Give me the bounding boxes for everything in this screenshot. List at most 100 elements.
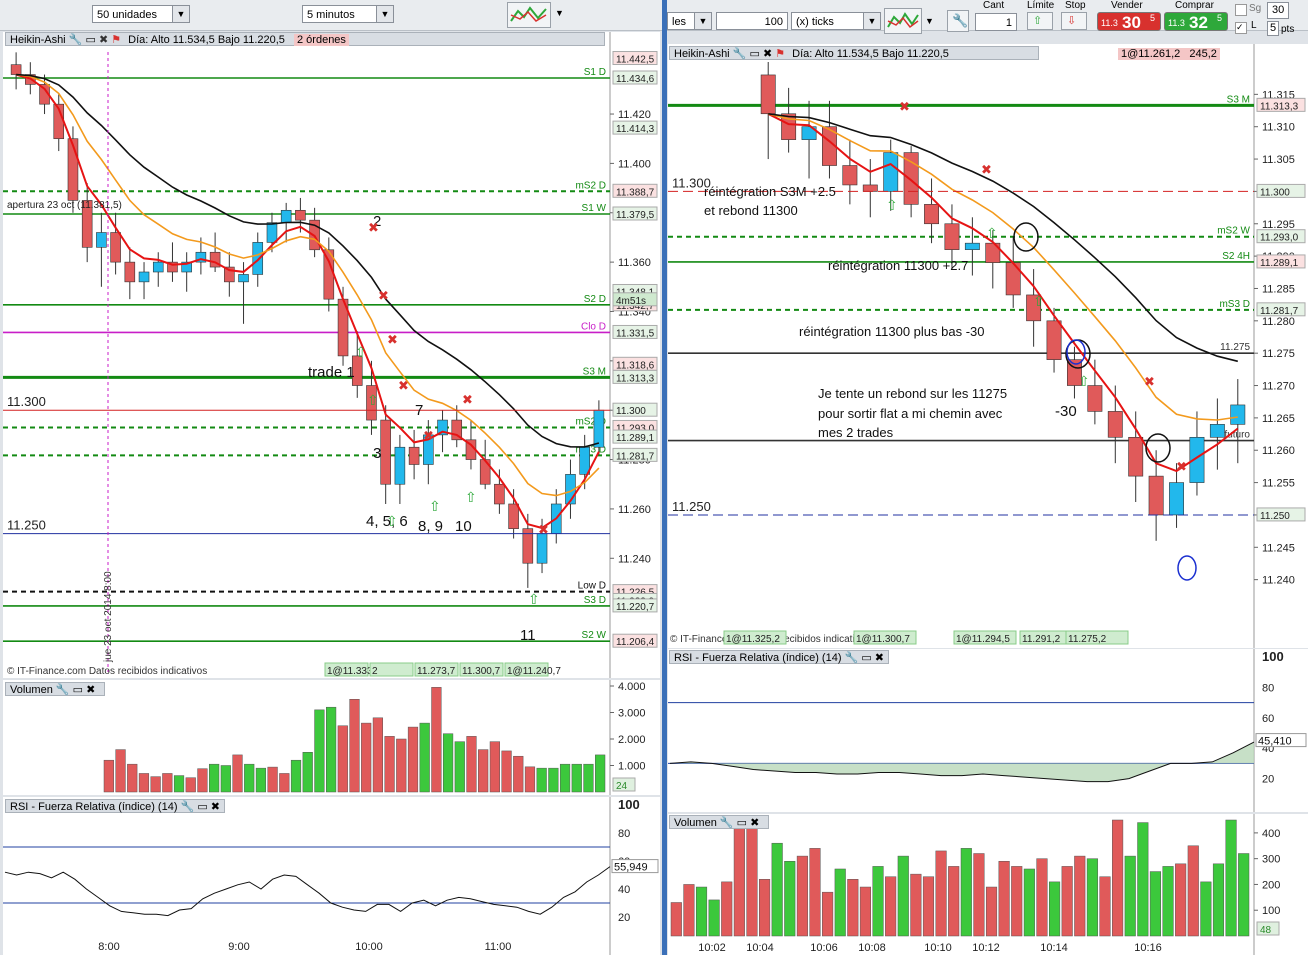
window-icon[interactable]: ▭: [749, 48, 760, 60]
rsi-tick-label: 40: [618, 884, 630, 896]
sell-button[interactable]: 11.3 30 5: [1097, 12, 1161, 32]
candle-body: [760, 74, 776, 115]
volume-bar: [524, 766, 536, 793]
price-box: [612, 183, 658, 198]
close-icon[interactable]: ✖: [98, 34, 109, 46]
close-icon[interactable]: ✖: [762, 48, 773, 60]
candle-body: [883, 152, 899, 192]
y-tick-label: 11.295: [1262, 219, 1295, 231]
pts-input[interactable]: 5: [1267, 21, 1279, 36]
right-price-chart[interactable]: 11.31511.31011.30511.30011.29511.29011.2…: [668, 44, 1308, 648]
limit-order-button[interactable]: ⇧: [1027, 12, 1053, 30]
buy-arrow-marker: ⇧: [1078, 373, 1090, 389]
sg-checkbox[interactable]: [1235, 4, 1247, 16]
volume-bar: [314, 709, 325, 793]
price-box: [612, 402, 658, 417]
left-volume-panel: 4.000 3.000 2.000 1.000 24 Volumen 🔧 ▭ ✖: [3, 680, 660, 795]
volume-bar: [337, 725, 348, 793]
price-box: [612, 447, 658, 462]
buy-button[interactable]: 11.3 32 5: [1164, 12, 1228, 32]
close-icon[interactable]: ✖: [86, 684, 96, 696]
horizontal-level-label: 11.250: [672, 499, 711, 514]
footer-tag-bg: [459, 662, 504, 677]
trade-label: 11: [520, 627, 536, 644]
candle-body: [842, 165, 858, 186]
annotation-circle-blue: [1066, 339, 1086, 365]
chevron-down-icon[interactable]: ▼: [925, 16, 934, 26]
left-price-chart[interactable]: 11.42011.40011.38011.36011.34011.32011.3…: [3, 32, 660, 678]
candle-body: [124, 261, 136, 283]
y-tick-label: 11.240: [1262, 575, 1295, 587]
window-icon[interactable]: ▭: [736, 817, 748, 829]
sg-input[interactable]: 30: [1267, 2, 1289, 19]
candle-body: [1026, 294, 1042, 322]
window-icon[interactable]: ▭: [85, 34, 96, 46]
candle-body: [181, 261, 192, 273]
ticks-value-input[interactable]: 100: [716, 12, 788, 30]
candle-body: [944, 223, 960, 250]
candle-body: [167, 261, 178, 273]
stop-order-button[interactable]: ⇩: [1061, 12, 1087, 30]
price-box-label: 11.388,7: [616, 187, 655, 198]
y-tick-label: 11.285: [1262, 283, 1295, 295]
ticks-select[interactable]: (x) ticks ▼: [791, 12, 881, 30]
volume-bar: [162, 773, 173, 793]
price-box: [1256, 97, 1306, 112]
sell-x-marker: ✖: [1176, 459, 1187, 474]
sell-x-marker: ✖: [387, 332, 398, 347]
volume-last-box: [612, 777, 636, 792]
window-icon[interactable]: ▭: [72, 684, 84, 696]
x-tick-label: 8:00: [98, 941, 119, 953]
timeframe-select[interactable]: 5 minutos ▼: [302, 5, 394, 23]
pane-splitter[interactable]: [662, 0, 667, 955]
footer-tag: 1@11.333,5: [327, 666, 381, 677]
stop-label: Stop: [1065, 0, 1086, 11]
rsi-tick-label: 60: [1262, 713, 1274, 725]
volume-bar: [407, 726, 419, 793]
indicators-button[interactable]: [884, 8, 922, 34]
footer-tag-bg: [504, 662, 549, 677]
quantity-select[interactable]: 50 unidades ▼: [92, 5, 190, 23]
price-box-label: 11.434,6: [616, 74, 655, 85]
left-toolbar: 50 unidades ▼ 5 minutos ▼ ▼: [0, 0, 663, 31]
y-tick-label: 11.400: [618, 158, 651, 170]
wrench-icon: 🔧: [952, 13, 969, 28]
footer-tag-bg: [414, 662, 459, 677]
level-label: mS2 D: [575, 416, 606, 427]
price-box-label: 11.414,3: [616, 124, 655, 135]
window-icon[interactable]: ▭: [197, 801, 208, 813]
buy-arrow-marker: ⇧: [367, 392, 379, 408]
l-checkbox[interactable]: ✓: [1235, 22, 1247, 34]
wrench-icon[interactable]: 🔧: [180, 801, 195, 813]
price-box: [1256, 507, 1306, 522]
settings-wrench-button[interactable]: 🔧: [947, 10, 969, 32]
window-icon[interactable]: ▭: [861, 652, 872, 664]
wrench-icon[interactable]: 🔧: [844, 652, 859, 664]
left-volume-chart[interactable]: 4.000 3.000 2.000 1.000 24: [3, 680, 660, 795]
close-icon[interactable]: ✖: [210, 801, 221, 813]
price-box-label: 11.293,0: [1260, 233, 1299, 244]
cant-input[interactable]: 1: [975, 13, 1017, 31]
right-toolbar: les ▼ 100 (x) ticks ▼ ▼ 🔧 Cant 1 Límite …: [667, 0, 1308, 36]
wrench-icon[interactable]: 🔧: [732, 48, 747, 60]
volume-bar: [583, 763, 594, 793]
wrench-icon[interactable]: 🔧: [55, 684, 70, 696]
price-box: [612, 324, 658, 339]
footer-tag: 1@11.300,7: [856, 634, 910, 645]
annotation-text: et rebond 11300: [704, 203, 798, 218]
y-tick-label: 11.275: [1262, 348, 1295, 360]
units-select[interactable]: les ▼: [667, 12, 712, 30]
volume-bar: [1086, 858, 1098, 937]
chevron-down-icon[interactable]: ▼: [555, 8, 564, 18]
right-price-panel: 11.31511.31011.30511.30011.29511.29011.2…: [668, 44, 1308, 648]
wrench-icon[interactable]: 🔧: [719, 817, 734, 829]
y-tick-label: 11.280: [1262, 316, 1295, 328]
close-icon[interactable]: ✖: [750, 817, 760, 829]
indicators-button[interactable]: [507, 2, 551, 28]
right-volume-chart[interactable]: 400 300 200 100 48 10:02 10:04 10:06 10:08 10:10 1…: [668, 814, 1308, 955]
wrench-icon[interactable]: 🔧: [68, 34, 83, 46]
close-icon[interactable]: ✖: [874, 652, 885, 664]
volume-bar: [513, 755, 524, 793]
